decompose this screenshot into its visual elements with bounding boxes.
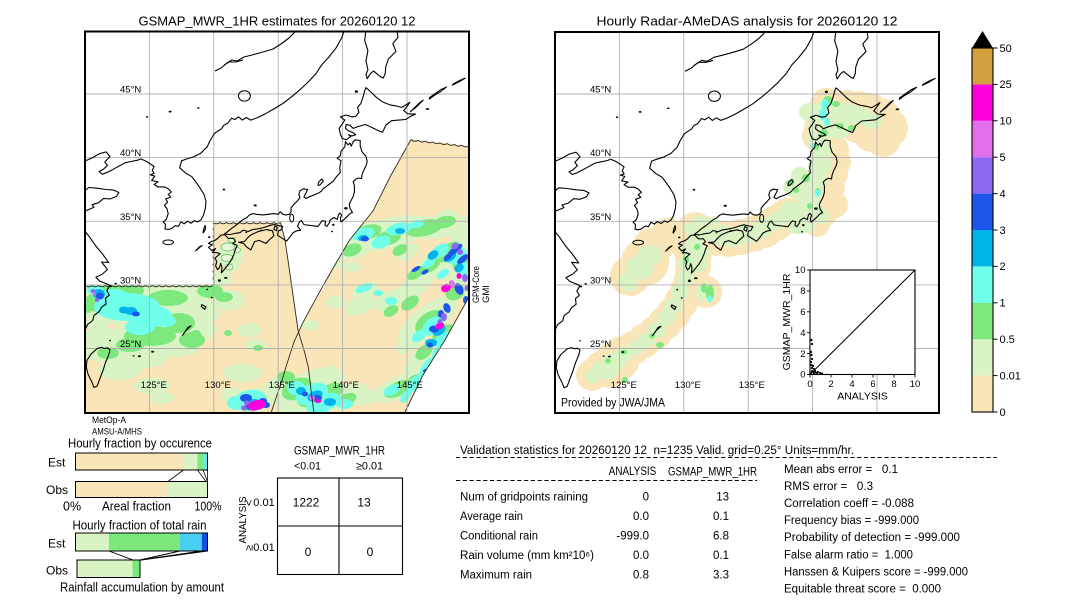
svg-text:0: 0	[800, 370, 805, 381]
svg-text:0.1: 0.1	[713, 550, 729, 562]
svg-text:140°E: 140°E	[333, 380, 359, 391]
svg-text:Obs: Obs	[46, 483, 68, 497]
svg-text:0: 0	[807, 379, 812, 390]
svg-text:1222: 1222	[293, 496, 320, 510]
svg-text:50: 50	[1000, 43, 1012, 55]
svg-text:Est: Est	[48, 456, 66, 470]
svg-text:25°N: 25°N	[120, 339, 141, 350]
svg-text:Probability of detection = -99: Probability of detection = -999.000	[784, 532, 960, 544]
svg-text:135°E: 135°E	[739, 380, 765, 391]
svg-text:False alarm ratio = 1.000: False alarm ratio = 1.000	[784, 549, 913, 561]
svg-text:-999.0: -999.0	[616, 531, 649, 543]
svg-text:Hourly fraction by occurence: Hourly fraction by occurence	[68, 437, 212, 451]
svg-text:35°N: 35°N	[120, 212, 141, 223]
svg-text:0: 0	[305, 545, 312, 559]
svg-text:13: 13	[716, 491, 729, 503]
svg-text:RMS error = 0.3: RMS error = 0.3	[784, 481, 873, 493]
svg-text:GSMAP_MWR_1HR: GSMAP_MWR_1HR	[668, 467, 757, 479]
svg-text:Average rain: Average rain	[460, 511, 523, 523]
svg-text:0: 0	[643, 491, 649, 503]
svg-text:Obs: Obs	[46, 564, 68, 578]
svg-text:6: 6	[870, 379, 875, 390]
svg-text:40°N: 40°N	[590, 148, 611, 159]
svg-text:Mean abs error = 0.1: Mean abs error = 0.1	[784, 464, 898, 476]
svg-text:Rain volume (mm km²10⁶): Rain volume (mm km²10⁶)	[460, 550, 594, 562]
svg-text:GSMAP_MWR_1HR: GSMAP_MWR_1HR	[781, 273, 793, 370]
svg-text:0.5: 0.5	[1000, 334, 1015, 346]
svg-text:1: 1	[1000, 298, 1006, 310]
svg-text:GSMAP_MWR_1HR estimates for 20: GSMAP_MWR_1HR estimates for 20260120 12	[139, 14, 416, 29]
svg-text:4: 4	[800, 328, 805, 339]
svg-text:MetOp-A: MetOp-A	[92, 415, 127, 426]
svg-text:<: <	[244, 500, 256, 506]
svg-text:10: 10	[1000, 116, 1012, 128]
svg-text:Hanssen & Kuipers score = -999: Hanssen & Kuipers score = -999.000	[784, 566, 968, 578]
svg-text:25: 25	[1000, 79, 1012, 91]
svg-text:35°N: 35°N	[590, 212, 611, 223]
svg-text:4: 4	[849, 379, 854, 390]
svg-text:0.01: 0.01	[1000, 370, 1021, 382]
svg-text:Equitable threat score = 0.00: Equitable threat score = 0.000	[784, 583, 941, 595]
svg-text:Conditional rain: Conditional rain	[460, 531, 538, 543]
svg-text:GPM-Core: GPM-Core	[471, 266, 482, 303]
svg-text:ANALYSIS: ANALYSIS	[609, 466, 657, 478]
svg-text:0.01: 0.01	[253, 497, 274, 509]
svg-text:5: 5	[1000, 152, 1006, 164]
svg-text:Validation statistics for 2026: Validation statistics for 20260120 12 n=…	[460, 445, 854, 457]
svg-text:13: 13	[357, 496, 371, 510]
svg-text:2: 2	[1000, 261, 1006, 273]
svg-text:100%: 100%	[195, 500, 222, 514]
svg-text:≥: ≥	[244, 545, 256, 551]
svg-text:30°N: 30°N	[590, 276, 611, 287]
svg-text:130°E: 130°E	[205, 380, 231, 391]
svg-text:0.0: 0.0	[633, 550, 649, 562]
svg-text:≥0.01: ≥0.01	[356, 461, 383, 473]
svg-text:GSMAP_MWR_1HR: GSMAP_MWR_1HR	[294, 444, 385, 458]
svg-text:ANALYSIS: ANALYSIS	[837, 391, 888, 403]
svg-text:40°N: 40°N	[120, 148, 141, 159]
svg-text:2: 2	[800, 349, 805, 360]
svg-text:8: 8	[800, 286, 805, 297]
svg-text:3.3: 3.3	[713, 570, 729, 582]
svg-text:Provided by JWA/JMA: Provided by JWA/JMA	[561, 398, 665, 410]
svg-text:4: 4	[1000, 188, 1006, 200]
svg-text:10: 10	[910, 379, 921, 390]
svg-text:125°E: 125°E	[141, 380, 167, 391]
svg-text:Rainfall accumulation by amoun: Rainfall accumulation by amount	[60, 581, 224, 595]
svg-text:6.8: 6.8	[713, 531, 729, 543]
svg-text:Hourly Radar-AMeDAS analysis f: Hourly Radar-AMeDAS analysis for 2026012…	[597, 14, 898, 29]
svg-text:10: 10	[795, 265, 806, 276]
svg-text:3: 3	[1000, 225, 1006, 237]
svg-text:GMI: GMI	[481, 285, 492, 303]
svg-text:Est: Est	[48, 537, 66, 551]
svg-text:2: 2	[828, 379, 833, 390]
svg-text:8: 8	[891, 379, 896, 390]
svg-text:ANALYSIS: ANALYSIS	[237, 497, 249, 544]
svg-text:Maximum rain: Maximum rain	[460, 570, 532, 582]
svg-text:<0.01: <0.01	[294, 461, 321, 473]
svg-text:Num of gridpoints raining: Num of gridpoints raining	[460, 491, 588, 503]
svg-text:45°N: 45°N	[590, 85, 611, 96]
svg-text:145°E: 145°E	[397, 380, 423, 391]
svg-text:Areal fraction: Areal fraction	[102, 500, 171, 514]
svg-text:0.0: 0.0	[633, 511, 649, 523]
svg-text:0.1: 0.1	[713, 511, 729, 523]
svg-text:Hourly fraction of total rain: Hourly fraction of total rain	[73, 519, 207, 533]
svg-text:45°N: 45°N	[120, 85, 141, 96]
svg-text:0: 0	[1000, 407, 1006, 419]
svg-text:135°E: 135°E	[269, 380, 295, 391]
svg-text:6: 6	[800, 307, 805, 318]
svg-text:AMSU-A/MHS: AMSU-A/MHS	[92, 427, 142, 438]
svg-text:0: 0	[367, 545, 374, 559]
svg-text:Frequency bias = -999.000: Frequency bias = -999.000	[784, 515, 919, 527]
svg-text:0.01: 0.01	[253, 542, 274, 554]
svg-text:0.8: 0.8	[633, 570, 649, 582]
svg-text:Correlation coeff = -0.088: Correlation coeff = -0.088	[784, 498, 914, 510]
svg-text:0%: 0%	[63, 500, 81, 514]
svg-text:30°N: 30°N	[120, 276, 141, 287]
svg-text:25°N: 25°N	[590, 339, 611, 350]
svg-text:130°E: 130°E	[675, 380, 701, 391]
svg-text:125°E: 125°E	[611, 380, 637, 391]
